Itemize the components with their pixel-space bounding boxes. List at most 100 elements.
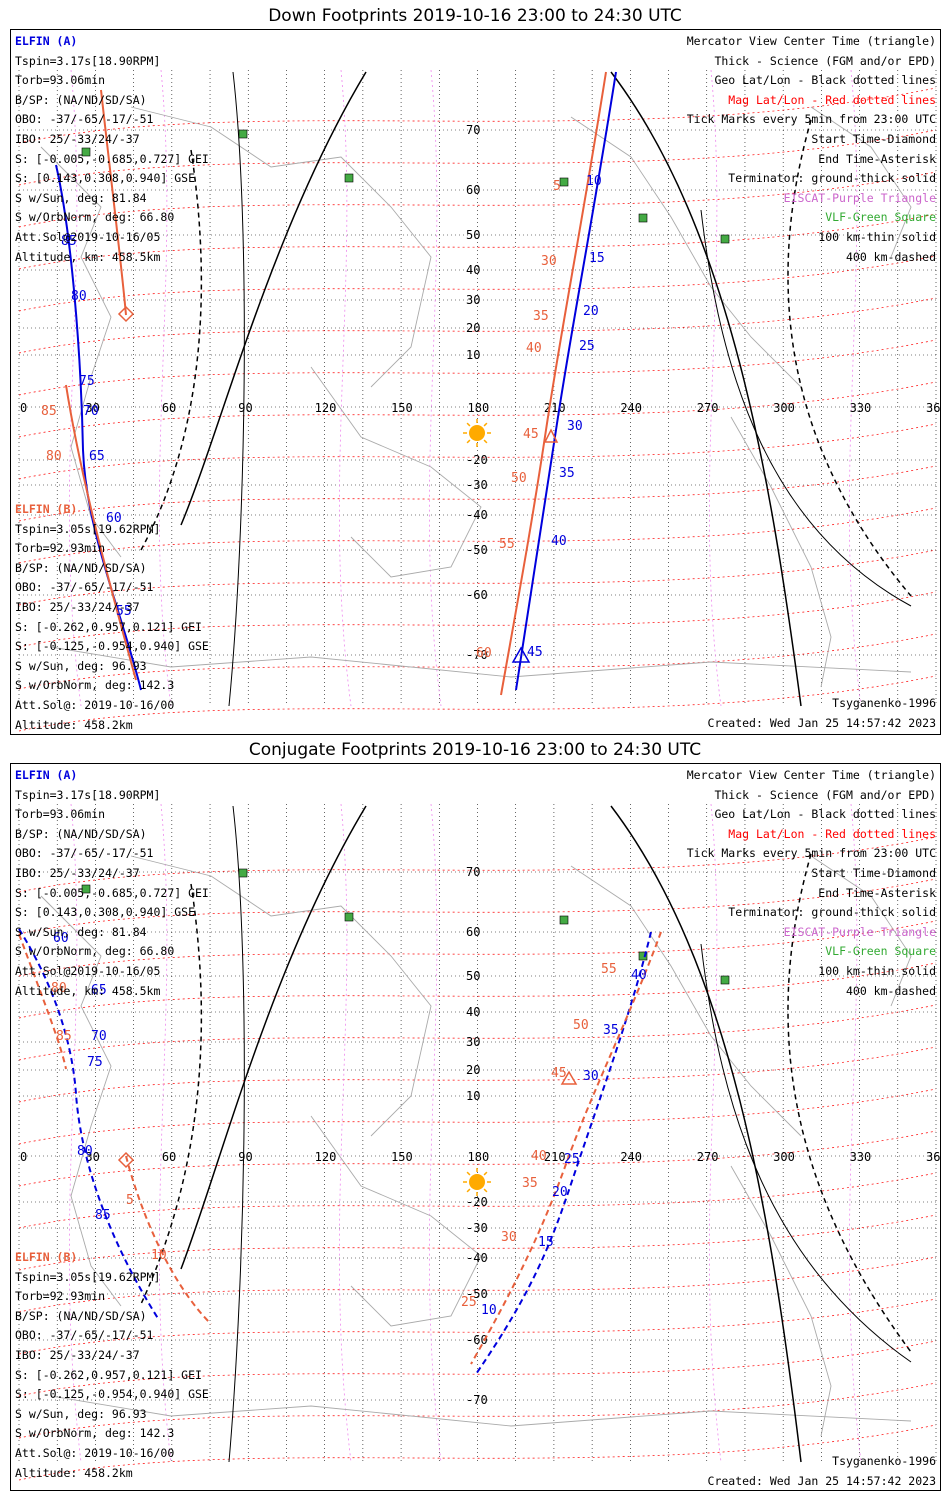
- coastline: [130, 855, 432, 1137]
- elfin-a-line-8: S w/OrbNorm, deg: 66.80: [15, 944, 175, 959]
- lon-tick-label: 360: [926, 401, 941, 415]
- mag-parallel: [18, 465, 937, 522]
- elfin-b-line-9: Att.Sol@: 2019-10-16/00: [15, 1445, 175, 1460]
- lon-tick-label: 60: [162, 401, 176, 415]
- elfin-b-track-east: [500, 71, 607, 696]
- mag-parallel: [18, 171, 937, 228]
- elfin-b-track-east: [470, 931, 662, 1365]
- lon-tick-label: 210: [544, 401, 566, 415]
- elfin-a-track-east: [475, 931, 652, 1375]
- legend-line-6: End Time-Asterisk: [818, 151, 936, 166]
- legend-line-4: Tick Marks every 5min from 23:00 UTC: [686, 112, 936, 127]
- legend-line-3: Mag Lat/Lon - Red dotted lines: [728, 92, 936, 107]
- elfin-b-tick-label: 30: [541, 254, 557, 269]
- coastlines: [40, 855, 912, 1437]
- elfin-b-line-4: IBO: 25/-33/24/-37: [15, 599, 140, 614]
- elfin-a-line-3: OBO: -37/-65/-17/-51: [15, 112, 154, 127]
- legend-line-6: End Time-Asterisk: [818, 885, 936, 900]
- mag-meridian: [429, 803, 442, 1463]
- elfin-a-line-10: Altitude, km: 458.5km: [15, 249, 161, 264]
- lon-tick-label: 180: [468, 1150, 490, 1164]
- mag-parallel: [18, 1130, 937, 1187]
- elfin-b-line-2: B/SP: (NA/ND/SD/SA): [15, 1308, 147, 1323]
- mag-parallel: [18, 507, 937, 564]
- geo-grid: [18, 804, 937, 1462]
- coastlines: [40, 106, 912, 688]
- legend-line-8: EISCAT-Purple Triangle: [783, 190, 936, 205]
- elfin-a-info: ELFIN (A) Tspin=3.17s[18.90RPM] Torb=93.0…: [15, 766, 209, 1001]
- elfin-a-info: ELFIN (A) Tspin=3.17s[18.90RPM] Torb=93.0…: [15, 32, 209, 267]
- elfin-a-tick-label: 80: [77, 1144, 93, 1159]
- elfin-a-line-5: S: [-0.005,-0.685,0.727] GEI: [15, 885, 209, 900]
- elfin-b-line-7: S w/Sun, deg: 96.93: [15, 1406, 147, 1421]
- legend-line-7: Terminator: ground-thick solid: [728, 171, 936, 186]
- elfin-b-track-south: [125, 1155, 212, 1325]
- terminator-right-ground: [610, 71, 802, 707]
- created-label: Created: Wed Jan 25 14:57:42 2023: [707, 1474, 936, 1488]
- coastline: [50, 1395, 912, 1427]
- elfin-b-track-north: [100, 89, 127, 316]
- lat-tick-label: 60: [466, 183, 480, 197]
- elfin-b-tick-label: 50: [573, 1018, 589, 1033]
- elfin-a-line-10: Altitude, km: 458.5km: [15, 983, 161, 998]
- lon-tick-label: 300: [773, 401, 795, 415]
- elfin-a-tick-label: 20: [552, 1185, 568, 1200]
- lon-tick-label: 210: [544, 1150, 566, 1164]
- lat-tick-label: -40: [466, 508, 488, 522]
- elfin-a-tick-label: 45: [527, 645, 543, 660]
- elfin-b-tick-label: 10: [151, 1248, 167, 1263]
- legend-line-9: VLF-Green Square: [825, 944, 936, 959]
- elfin-b-line-6: S: [-0.125,-0.954,0.940] GSE: [15, 639, 209, 654]
- elfin-a-line-2: B/SP: (NA/ND/SD/SA): [15, 826, 147, 841]
- lon-tick-label: 90: [238, 1150, 252, 1164]
- legend-line-8: EISCAT-Purple Triangle: [783, 924, 936, 939]
- mag-parallel: [18, 255, 937, 312]
- mag-parallel: [18, 297, 937, 354]
- mag-parallel: [18, 213, 937, 270]
- elfin-b-tick-label: 60: [476, 646, 492, 661]
- terminator-left-400km: [140, 883, 203, 1305]
- elfin-a-line-1: Torb=93.06min: [15, 73, 106, 88]
- lat-tick-label: -50: [466, 1287, 488, 1301]
- mag-parallel: [18, 1214, 937, 1271]
- terminator-right-400km: [787, 853, 912, 1353]
- lat-tick-label: -20: [466, 1195, 488, 1209]
- elfin-b-label: ELFIN (B): [15, 502, 78, 516]
- elfin-b-tick-label: 80: [51, 981, 67, 996]
- legend-line-3: Mag Lat/Lon - Red dotted lines: [728, 826, 936, 841]
- elfin-b-line-1: Torb=92.93min: [15, 541, 106, 556]
- created-label: Created: Wed Jan 25 14:57:42 2023: [707, 716, 936, 730]
- legend-line-1: Thick - Science (FGM and/or EPD): [714, 787, 936, 802]
- vlf-square: [238, 868, 248, 878]
- tracks: 85 80 75 70 65 60 55 10 15 20 25 30 35 40 45 85 80 5 30 35 4…: [41, 71, 617, 696]
- footprint-map-down: 0 30 60 90 120 150 180 210 240 270 300 330 360 70 60 50…: [18, 69, 941, 732]
- coastline: [310, 1115, 482, 1327]
- lon-tick-label: 330: [850, 401, 872, 415]
- panel-title-down: Down Footprints 2019-10-16 23:00 to 24:3…: [268, 6, 682, 26]
- lat-tick-label: 50: [466, 228, 480, 242]
- coastline: [310, 366, 482, 578]
- legend-line-11: 400 km-dashed: [845, 983, 936, 998]
- coastline: [810, 855, 912, 1007]
- mag-parallel: [18, 1298, 937, 1355]
- mag-parallel: [18, 878, 937, 935]
- lon-tick-label: 180: [468, 401, 490, 415]
- mag-meridian: [709, 803, 722, 1463]
- elfin-a-tick-label: 30: [583, 1069, 599, 1084]
- elfin-a-tick-label: 85: [95, 1208, 111, 1223]
- elfin-a-tick-label: 25: [564, 1152, 580, 1167]
- vlf-square: [720, 234, 730, 244]
- start-diamond: [117, 305, 135, 323]
- vlf-square: [81, 147, 91, 157]
- mag-parallel: [18, 633, 937, 690]
- elfin-b-tick-label: 55: [601, 962, 617, 977]
- elfin-a-line-3: OBO: -37/-65/-17/-51: [15, 846, 154, 861]
- lat-tick-label: 40: [466, 1005, 480, 1019]
- elfin-a-track-west: [18, 928, 160, 1321]
- lat-tick-label: 30: [466, 293, 480, 307]
- elfin-b-tick-label: 35: [533, 309, 549, 324]
- legend-line-0: Mercator View Center Time (triangle): [686, 768, 936, 782]
- lon-tick-label: 0: [20, 401, 27, 415]
- elfin-a-line-0: Tspin=3.17s[18.90RPM]: [15, 53, 161, 68]
- lat-tick-label: -30: [466, 1221, 488, 1235]
